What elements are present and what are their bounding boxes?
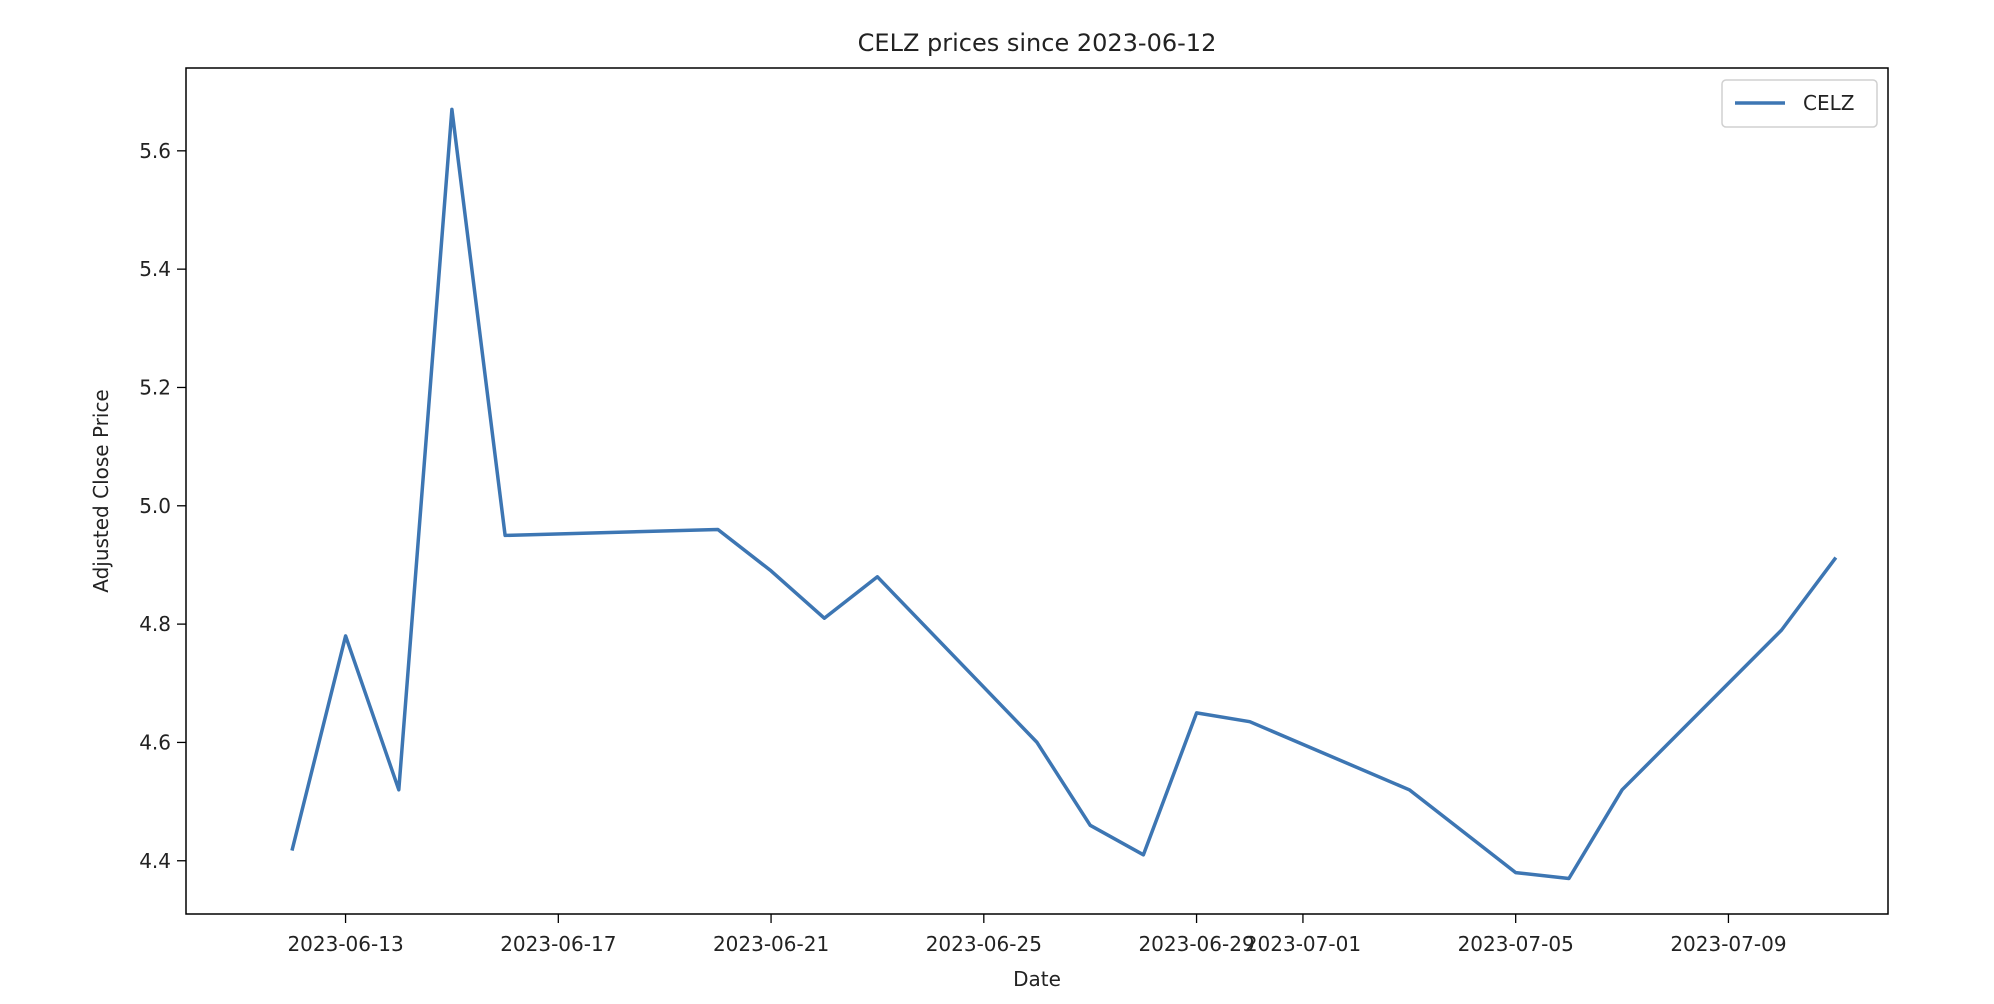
x-tick-label: 2023-06-21 — [713, 932, 829, 956]
x-axis: 2023-06-13 2023-06-17 2023-06-21 2023-06-25… — [287, 914, 1787, 956]
y-tick-label: 5.6 — [139, 139, 171, 163]
plot-area — [185, 67, 1889, 915]
y-tick-label: 4.8 — [139, 612, 171, 636]
legend-label: CELZ — [1803, 91, 1854, 115]
x-tick-label: 2023-07-01 — [1245, 932, 1361, 956]
x-tick-label: 2023-06-13 — [287, 932, 403, 956]
legend: CELZ — [1721, 79, 1878, 128]
chart-title: CELZ prices since 2023-06-12 — [858, 29, 1217, 57]
x-tick-label: 2023-06-29 — [1138, 932, 1254, 956]
series-line — [290, 107, 1838, 881]
x-tick-label: 2023-07-05 — [1458, 932, 1574, 956]
y-tick-label: 4.4 — [139, 849, 171, 873]
x-axis-label: Date — [1013, 967, 1061, 991]
series-layer — [290, 107, 1838, 881]
y-tick-label: 5.4 — [139, 257, 171, 281]
y-axis: 4.4 4.6 4.8 5.0 5.2 5.4 5.6 — [139, 139, 186, 873]
x-tick-label: 2023-07-09 — [1670, 932, 1786, 956]
y-tick-label: 5.2 — [139, 375, 171, 399]
y-axis-label: Adjusted Close Price — [89, 389, 113, 593]
x-tick-label: 2023-06-25 — [926, 932, 1042, 956]
y-tick-label: 4.6 — [139, 730, 171, 754]
x-tick-label: 2023-06-17 — [500, 932, 616, 956]
legend-box — [1721, 79, 1878, 128]
y-tick-label: 5.0 — [139, 494, 171, 518]
